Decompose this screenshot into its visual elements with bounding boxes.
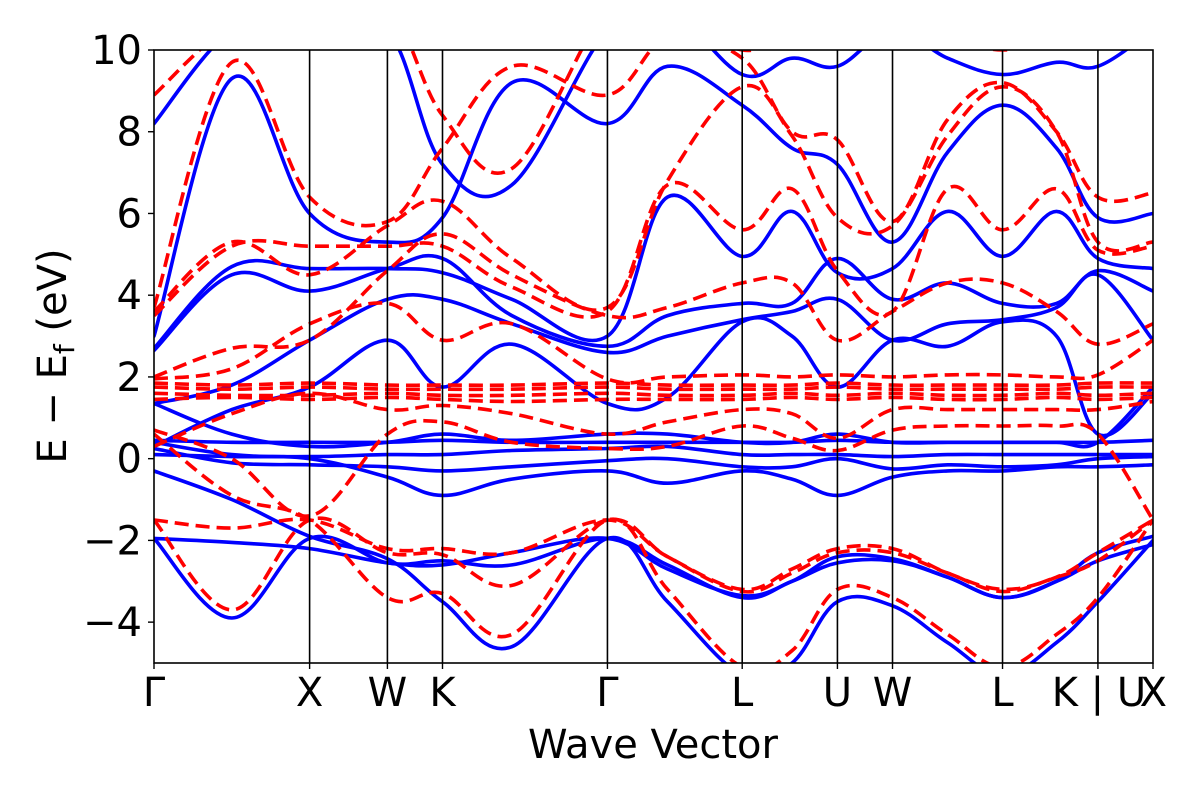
band-spin-up-8 xyxy=(154,385,1153,449)
band-spin-up-4 xyxy=(154,452,1153,498)
plot-frame xyxy=(153,49,1154,664)
x-tick-label: X xyxy=(1140,670,1167,716)
band-spin-up-3 xyxy=(154,469,1153,663)
x-tick-label: Γ xyxy=(596,670,619,716)
high-symmetry-lines xyxy=(308,50,1099,663)
band-spin-down-4 xyxy=(154,418,1153,521)
x-tick-label: K xyxy=(429,670,457,716)
y-axis-label: E − Ef (eV) xyxy=(30,248,81,463)
y-tick-label: 2 xyxy=(117,355,142,401)
x-axis-label: Wave Vector xyxy=(528,722,779,768)
band-spin-down-9 xyxy=(154,381,1153,388)
x-tick-label: X xyxy=(296,670,323,716)
svg-text:E − Ef (eV): E − Ef (eV) xyxy=(30,248,81,463)
x-tick-label: Γ xyxy=(143,670,166,716)
x-tick-label: W xyxy=(368,670,408,716)
band-spin-down-1 xyxy=(154,517,1153,592)
band-spin-up-6 xyxy=(154,440,1153,459)
y-tick-label: 0 xyxy=(117,437,142,483)
x-tick-label: L xyxy=(991,670,1014,716)
band-spin-down-5 xyxy=(154,391,1153,449)
y-tick-label: 4 xyxy=(117,273,142,319)
band-spin-down-8 xyxy=(154,385,1153,392)
x-tick-label: U xyxy=(823,670,852,716)
band-spin-up-10 xyxy=(154,272,1153,406)
band-spin-down-12 xyxy=(154,180,1153,319)
band-spin-up-2 xyxy=(154,534,1153,600)
y-axis-ticks: −4 −2 0 2 4 6 8 10 xyxy=(83,28,154,646)
band-spin-down-13 xyxy=(154,83,1153,313)
band-spin-down-7 xyxy=(154,391,1153,398)
y-axis-label-unit: (eV) xyxy=(30,248,76,344)
y-tick-label: 6 xyxy=(117,191,142,237)
band-spin-up-9 xyxy=(154,315,1153,449)
x-tick-label: W xyxy=(873,670,913,716)
x-tick-label: K | U xyxy=(1052,670,1146,716)
y-tick-label: −4 xyxy=(83,600,142,646)
y-tick-label: −2 xyxy=(83,518,142,564)
x-tick-label: L xyxy=(731,670,754,716)
band-spin-down-6 xyxy=(154,395,1153,404)
series-spin-down xyxy=(154,50,1153,663)
band-spin-up-12 xyxy=(154,193,1153,351)
band-spin-up-5 xyxy=(154,446,1153,473)
y-tick-label: 10 xyxy=(91,28,142,74)
y-tick-label: 8 xyxy=(117,110,142,156)
y-axis-label-main: E − E xyxy=(30,354,76,464)
y-axis-label-subscript: f xyxy=(48,343,81,354)
